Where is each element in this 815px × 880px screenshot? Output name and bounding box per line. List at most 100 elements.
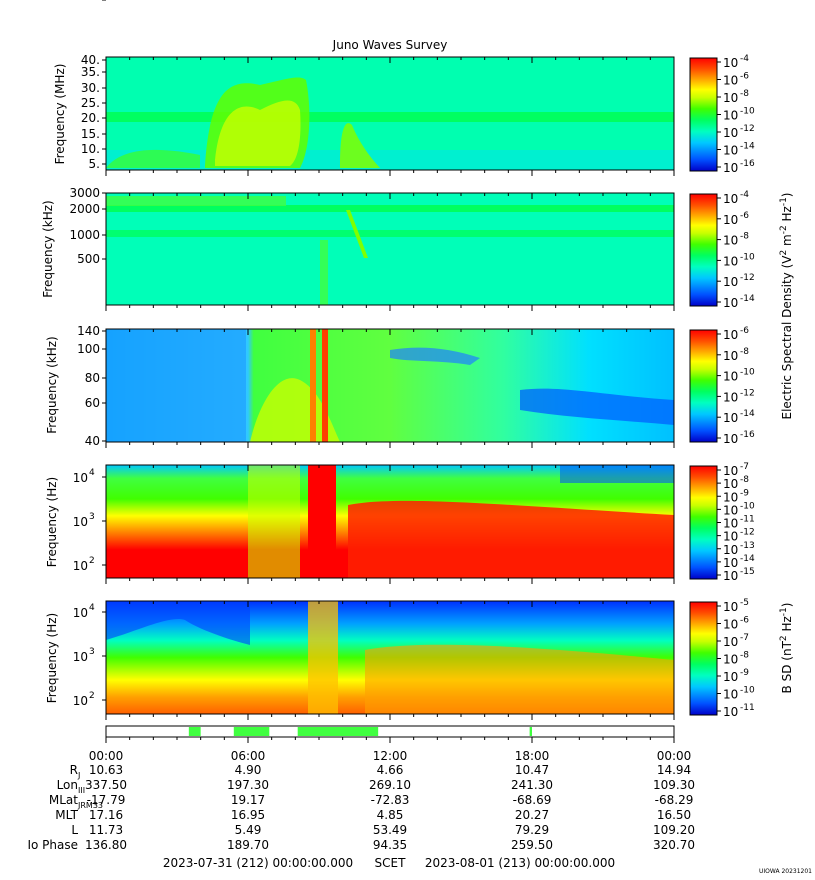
- electric-colorbar-title-m: m: [780, 234, 794, 250]
- panel-4-red-mass: [348, 500, 674, 578]
- colorbar-1-tick-label: 10: [723, 161, 738, 175]
- electric-colorbar-title-exp-hz: -1: [779, 197, 789, 206]
- panel-3-quiet-region: [106, 329, 246, 442]
- panel-2-yticks: 3000 2000 1000 500: [69, 186, 675, 311]
- panel-4-ytick-exp: 4: [89, 468, 95, 478]
- colorbar-4-tick-label: 10: [723, 517, 738, 531]
- panel-3-emission-a: [250, 378, 340, 442]
- ephemeris-value: 20.27: [515, 808, 549, 822]
- colorbar-4-tick-exp: -12: [740, 528, 755, 538]
- colorbar-1-tick-exp: -10: [740, 107, 755, 117]
- ephemeris-value: 337.50: [85, 778, 127, 792]
- panel-4-ytick-exp: 2: [89, 556, 95, 566]
- ephemeris-value: 197.30: [227, 778, 269, 792]
- panel-4-ytick-exp: 3: [89, 512, 95, 522]
- ephemeris-value: 5.49: [235, 823, 262, 837]
- colorbar-4-tick-exp: -8: [740, 475, 749, 485]
- panel-1-ytick-label: 5.: [89, 157, 100, 171]
- panel-1-ytick-label: 35.: [81, 65, 100, 79]
- magnetic-colorbar-title-exp-nt: 2: [779, 635, 789, 641]
- panel-5-blue-top: [106, 601, 250, 645]
- colorbars: [689, 57, 718, 716]
- colorbar-2-tick-exp: -4: [740, 190, 749, 200]
- colorbar-5-tick-exp: -9: [740, 668, 749, 678]
- colorbar-4-tick-label: 10: [723, 464, 738, 478]
- time-axis-label: 00:00: [89, 749, 124, 763]
- mode-bar-segment: [188, 727, 201, 736]
- panel-1-ytick-label: 40.: [81, 53, 100, 67]
- colorbar-5-tick-label: 10: [723, 653, 738, 667]
- ephemeris-value: -17.79: [87, 793, 126, 807]
- colorbar-5-tick-label: 10: [723, 688, 738, 702]
- magnetic-colorbar-title-close: ): [780, 603, 794, 608]
- colorbar-5: [689, 601, 718, 716]
- colorbar-3-tick-exp: -14: [740, 409, 755, 419]
- ephemeris-value: -72.83: [371, 793, 410, 807]
- ephemeris-value: 10.47: [515, 763, 549, 777]
- panel-3-dark-stripe: [390, 347, 480, 365]
- magnetic-colorbar-title-exp-hz: -1: [779, 607, 789, 616]
- panel-5-burst: [308, 601, 338, 714]
- panel-2-emission-drift: [346, 210, 368, 258]
- ephemeris-value: 320.70: [653, 838, 695, 852]
- panel-2-ytick-label: 2000: [69, 202, 100, 216]
- colorbar-2: [689, 193, 718, 307]
- colorbar-2-tick-label: 10: [723, 296, 738, 310]
- panel-4-left-region: [106, 465, 246, 578]
- ephemeris-value: 79.29: [515, 823, 549, 837]
- colorbar-2-tick-label: 10: [723, 213, 738, 227]
- colorbar-1: [689, 57, 718, 172]
- colorbar-5-tick-label: 10: [723, 635, 738, 649]
- panel-2-ytick-label: 1000: [69, 228, 100, 242]
- mode-bar-segment: [233, 727, 270, 736]
- ephemeris-value: -68.69: [513, 793, 552, 807]
- panel-1-ytick-label: 30.: [81, 81, 100, 95]
- figure-title: Juno Waves Survey: [332, 38, 448, 52]
- panel-4-ytick-label: 10: [73, 471, 88, 485]
- footer-start-time: 2023-07-31 (212) 00:00:00.000: [163, 856, 353, 870]
- panel-5-ytick-exp: 3: [89, 647, 95, 657]
- ephemeris-row-label-sub: JRM33: [77, 801, 103, 810]
- colorbar-4-tick-exp: -7: [740, 462, 749, 472]
- electric-colorbar-title-hz: Hz: [780, 206, 794, 225]
- panel-1-band: [106, 112, 674, 122]
- ephemeris-value: 11.73: [89, 823, 123, 837]
- panel-4-ytick-label: 10: [73, 559, 88, 573]
- panel-2-ylabel: Frequency (kHz): [41, 200, 55, 297]
- ephemeris-value: 136.80: [85, 838, 127, 852]
- electric-colorbar-title: Electric Spectral Density (V2 m-2 Hz-1): [779, 192, 794, 419]
- colorbar-5-tick-label: 10: [723, 618, 738, 632]
- colorbar-4: [689, 465, 718, 580]
- colorbar-2-tick-exp: -12: [740, 273, 755, 283]
- panel-1-yticks: 40.35. 30.25.20. 15.10.5.: [81, 53, 675, 176]
- colorbar-1-tick-label: 10: [723, 126, 738, 140]
- colorbar-5-tick-exp: -6: [740, 616, 749, 626]
- colorbar-5-tick-exp: -8: [740, 651, 749, 661]
- mode-bar-segment: [297, 727, 379, 736]
- colorbar-1-tick-exp: -4: [740, 54, 749, 64]
- colorbar-3-tick-label: 10: [723, 349, 738, 363]
- colorbar-3-tick-label: 10: [723, 390, 738, 404]
- colorbar-4-tick-label: 10: [723, 477, 738, 491]
- ephemeris-value: 189.70: [227, 838, 269, 852]
- colorbar-3-tick-label: 10: [723, 411, 738, 425]
- colorbar-5-tick-exp: -10: [740, 686, 755, 696]
- colorbar-1-tick-label: 10: [723, 91, 738, 105]
- magnetic-colorbar-title-hz: Hz: [780, 616, 794, 635]
- colorbar-3-tick-exp: -12: [740, 388, 755, 398]
- panel-2-emission-top: [106, 196, 286, 206]
- ephemeris-row-label: MLT: [55, 808, 78, 822]
- panel-5-ytick-label: 10: [73, 606, 88, 620]
- colorbar-1-tick-label: 10: [723, 56, 738, 70]
- panel-1-ytick-label: 25.: [81, 96, 100, 110]
- colorbar-4-tick-label: 10: [723, 490, 738, 504]
- colorbar-4-tick-exp: -10: [740, 501, 755, 511]
- colorbar-3-tick-label: 10: [723, 432, 738, 446]
- panel-4-gap-region: [248, 465, 300, 578]
- ephemeris-value: 94.35: [373, 838, 407, 852]
- colorbar-5-tick-exp: -5: [740, 598, 749, 608]
- panel-3-ylabel: Frequency (kHz): [45, 336, 59, 433]
